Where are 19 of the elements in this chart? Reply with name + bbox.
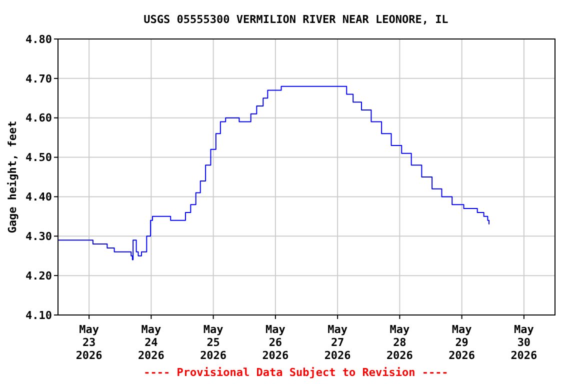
- x-tick-label: May 28 2026: [386, 323, 414, 362]
- y-tick-label: 4.60: [26, 112, 52, 125]
- y-tick-label: 4.80: [26, 32, 52, 46]
- y-tick-label: 4.20: [26, 269, 52, 282]
- x-tick-label: May 27 2026: [324, 323, 352, 362]
- y-tick-label: 4.30: [26, 230, 52, 243]
- x-tick-label: May 23 2026: [76, 323, 103, 362]
- y-tick-label: 4.10: [26, 308, 52, 322]
- x-tick-label: May 24 2026: [138, 323, 165, 362]
- chart-title: USGS 05555300 VERMILION RIVER NEAR LEONORE, IL: [144, 13, 449, 26]
- x-tick-label: May 29 2026: [448, 323, 476, 362]
- y-axis-title: Gage height, feet: [6, 120, 19, 234]
- text: ---- Provisional Data Subject to Revision ----: [144, 366, 448, 379]
- x-tick-label: May 25 2026: [200, 323, 227, 362]
- y-tick-label: 4.70: [26, 72, 52, 86]
- y-tick-label: 4.40: [26, 190, 52, 204]
- x-tick-label: May 30 2026: [510, 323, 538, 362]
- x-tick-label: May 26 2026: [262, 323, 290, 362]
- y-tick-label: 4.50: [26, 151, 52, 164]
